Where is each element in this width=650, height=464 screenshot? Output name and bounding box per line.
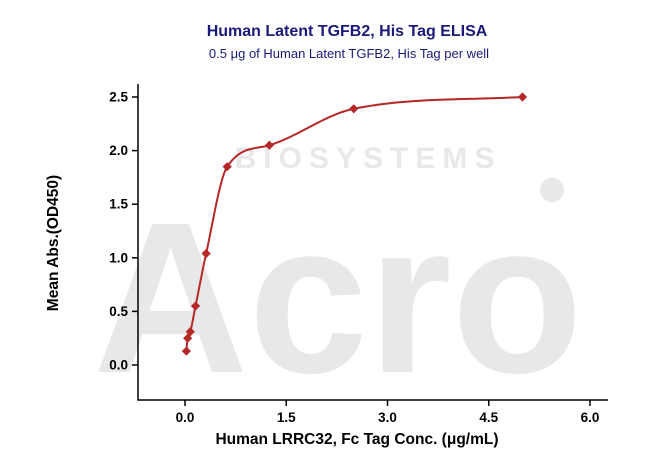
x-tick-label: 1.5 — [277, 410, 296, 425]
data-point — [517, 92, 528, 102]
data-point — [201, 248, 211, 259]
data-point — [349, 104, 359, 114]
data-point — [181, 346, 191, 356]
y-tick-label: 0.0 — [109, 358, 128, 373]
x-axis-title: Human LRRC32, Fc Tag Conc. (μg/mL) — [215, 431, 498, 448]
y-tick-label: 0.5 — [109, 304, 128, 319]
x-tick-label: 3.0 — [378, 410, 397, 425]
y-axis-title: Mean Abs.(OD450) — [45, 175, 62, 311]
x-tick-label: 4.5 — [479, 410, 498, 425]
data-point — [222, 162, 232, 172]
y-tick-label: 2.5 — [109, 90, 128, 105]
chart-title: Human Latent TGFB2, His Tag ELISA — [207, 23, 488, 40]
x-tick-label: 6.0 — [581, 410, 600, 425]
data-point — [264, 140, 274, 150]
data-point — [190, 301, 201, 311]
watermark: Acro BIOSYSTEMS — [93, 142, 583, 418]
watermark-brand-text: Acro — [93, 177, 583, 418]
y-tick-label: 1.0 — [109, 250, 128, 265]
y-tick-label: 1.5 — [109, 197, 128, 212]
axes-frame — [137, 84, 608, 401]
data-point — [183, 333, 193, 343]
plot-area: 0.0 1.5 3.0 4.5 6.0 0.0 0.5 1.0 1.5 2.0 2.5 — [109, 84, 608, 425]
x-tick-label: 0.0 — [176, 410, 195, 425]
watermark-sub-text: BIOSYSTEMS — [235, 142, 502, 175]
y-tick-label: 2.0 — [109, 143, 128, 158]
watermark-dot — [540, 178, 564, 202]
chart-subtitle: 0.5 μg of Human Latent TGFB2, His Tag pe… — [209, 46, 489, 61]
data-point — [185, 327, 195, 337]
